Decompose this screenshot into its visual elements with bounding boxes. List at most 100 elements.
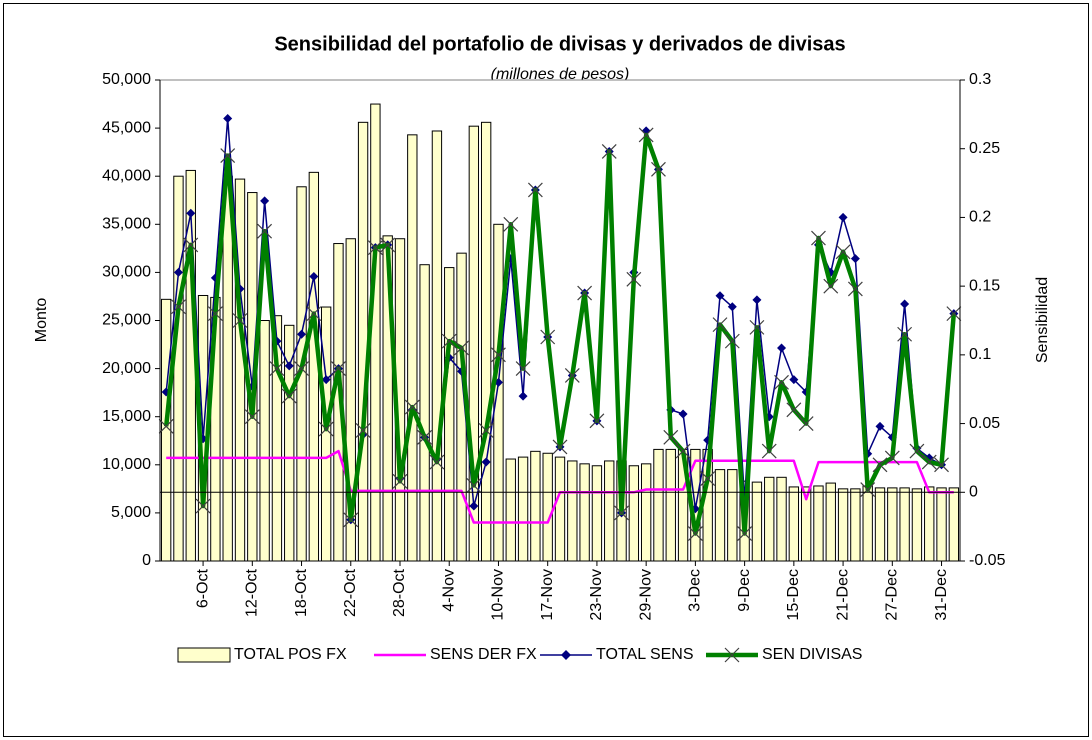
bar xyxy=(776,476,787,562)
x-tick-label: 12-Oct xyxy=(244,568,261,617)
marker xyxy=(774,374,789,390)
bar xyxy=(604,460,615,562)
y-tick-label: 0 xyxy=(142,552,151,569)
marker xyxy=(749,319,765,335)
marker xyxy=(343,512,359,528)
bar xyxy=(431,130,443,562)
marker xyxy=(183,237,199,253)
marker xyxy=(355,423,371,438)
marker xyxy=(900,299,910,309)
marker xyxy=(171,299,186,315)
marker xyxy=(466,477,482,493)
y2-tick-label: 0.2 xyxy=(969,209,991,226)
marker xyxy=(503,216,519,232)
marker xyxy=(309,272,319,282)
x-tick-label: 9-Dec xyxy=(736,569,753,612)
y-tick-label: 5,000 xyxy=(111,504,151,521)
bar xyxy=(665,448,676,562)
marker xyxy=(761,443,777,459)
marker xyxy=(223,113,233,123)
y2-tick-label: 0.05 xyxy=(969,415,1000,432)
x-tick-label: 28-Oct xyxy=(391,568,408,617)
x-tick-label: 21-Dec xyxy=(834,569,851,621)
marker xyxy=(540,329,556,345)
marker xyxy=(638,127,654,143)
marker xyxy=(429,454,445,470)
y2-tick-label: 0 xyxy=(969,484,978,501)
bar xyxy=(850,488,861,562)
y-tick-label: 25,000 xyxy=(102,312,151,329)
marker xyxy=(195,498,211,514)
marker xyxy=(552,439,568,455)
marker xyxy=(207,306,223,322)
x-tick-label: 27-Dec xyxy=(884,569,901,621)
marker xyxy=(269,361,285,377)
y2-tick-label: 0.15 xyxy=(969,277,1000,294)
y2-tick-label: -0.05 xyxy=(969,552,1006,569)
marker xyxy=(678,409,688,419)
marker xyxy=(715,291,725,301)
marker xyxy=(860,482,876,497)
bar xyxy=(493,223,504,562)
marker xyxy=(946,306,962,322)
marker xyxy=(454,340,469,356)
x-tick-label: 23-Nov xyxy=(588,569,605,621)
marker xyxy=(675,443,691,459)
marker xyxy=(491,347,506,363)
x-tick-label: 3-Dec xyxy=(687,569,704,612)
bar xyxy=(751,481,763,562)
marker xyxy=(921,454,937,470)
legend-swatch xyxy=(177,647,231,663)
legend-label: TOTAL SENS xyxy=(596,646,694,663)
bar xyxy=(357,121,369,562)
bar xyxy=(320,306,332,562)
legend-item: SENS DER FX xyxy=(374,646,537,663)
marker xyxy=(909,443,925,459)
bar xyxy=(554,456,566,562)
bar xyxy=(579,463,590,562)
y-tick-label: 20,000 xyxy=(102,360,151,377)
marker xyxy=(727,302,737,312)
x-tick-label: 31-Dec xyxy=(933,569,950,621)
bar xyxy=(764,476,775,562)
marker xyxy=(294,361,309,377)
marker xyxy=(614,505,629,521)
bar xyxy=(874,487,886,562)
y-tick-label: 15,000 xyxy=(102,408,151,425)
bar xyxy=(407,134,418,562)
marker xyxy=(850,254,860,264)
legend-label: SEN DIVISAS xyxy=(762,646,862,663)
bar xyxy=(480,121,492,562)
bar xyxy=(948,487,960,562)
marker xyxy=(284,361,294,371)
x-tick-label: 4-Nov xyxy=(440,569,457,612)
marker xyxy=(527,182,543,198)
y-tick-label: 45,000 xyxy=(102,119,151,136)
marker xyxy=(798,416,814,431)
marker xyxy=(331,361,346,377)
y-tick-label: 35,000 xyxy=(102,216,151,233)
bar xyxy=(727,469,738,562)
bar xyxy=(567,460,578,562)
bar xyxy=(222,175,233,562)
bar xyxy=(924,486,935,562)
bar xyxy=(813,485,824,562)
marker xyxy=(811,230,826,246)
y-tick-label: 30,000 xyxy=(102,264,151,281)
bar xyxy=(825,482,836,562)
x-tick-label: 22-Oct xyxy=(342,568,359,617)
bar xyxy=(530,450,541,562)
bar xyxy=(628,465,640,562)
x-tick-label: 6-Oct xyxy=(194,568,211,608)
marker xyxy=(158,418,174,434)
marker xyxy=(934,457,949,473)
marker xyxy=(321,375,331,385)
marker xyxy=(872,457,888,473)
marker xyxy=(577,285,593,301)
marker xyxy=(380,237,396,253)
marker xyxy=(875,421,885,431)
marker xyxy=(823,278,839,294)
marker xyxy=(724,333,740,349)
marker xyxy=(712,317,728,333)
legend-marker xyxy=(561,650,571,660)
